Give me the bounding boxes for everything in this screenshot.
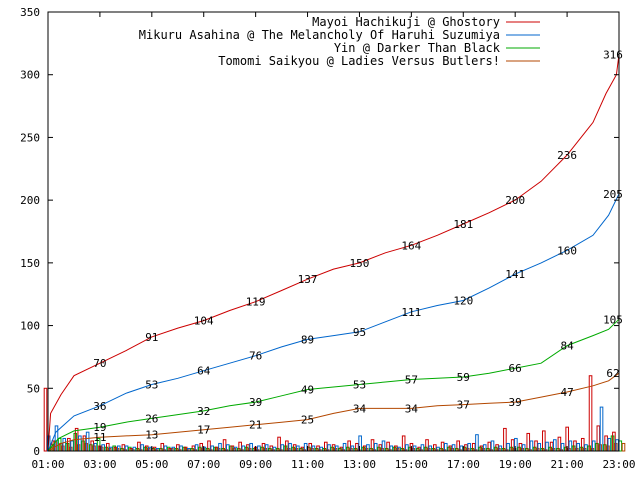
point-label: 57 <box>405 374 418 387</box>
legend-label: Tomomi Saikyou @ Ladies Versus Butlers! <box>218 54 500 68</box>
point-label: 39 <box>509 396 522 409</box>
point-label: 84 <box>560 340 574 353</box>
point-label: 150 <box>350 257 370 270</box>
y-tick-label: 350 <box>20 6 40 19</box>
plot-frame <box>47 11 620 452</box>
x-tick-label: 03:00 <box>83 458 116 471</box>
legend-label: Mikuru Asahina @ The Melancholy Of Haruh… <box>139 28 500 42</box>
point-label: 64 <box>197 365 211 378</box>
series-line <box>47 193 620 452</box>
point-label: 59 <box>457 371 470 384</box>
point-label: 164 <box>401 239 421 252</box>
point-label: 119 <box>246 296 266 309</box>
y-tick-label: 250 <box>20 131 40 144</box>
y-tick-label: 200 <box>20 194 40 207</box>
point-label: 53 <box>145 379 158 392</box>
point-label: 141 <box>505 268 525 281</box>
point-label: 32 <box>197 405 210 418</box>
x-tick-label: 23:00 <box>602 458 635 471</box>
x-tick-label: 17:00 <box>447 458 480 471</box>
point-label: 34 <box>353 402 367 415</box>
series-line <box>47 372 620 452</box>
point-label: 137 <box>298 273 318 286</box>
y-tick-label: 0 <box>33 445 40 458</box>
x-tick-label: 09:00 <box>239 458 272 471</box>
point-label: 49 <box>301 384 314 397</box>
point-label: 34 <box>405 402 419 415</box>
x-tick-label: 01:00 <box>31 458 64 471</box>
x-tick-label: 11:00 <box>291 458 324 471</box>
point-label: 89 <box>301 333 314 346</box>
point-label: 36 <box>93 400 106 413</box>
point-label: 70 <box>93 357 106 370</box>
x-axis: 01:00 03:00 05:00 07:00 09:00 11:00 13:00 15:00… <box>31 12 636 471</box>
point-label: 21 <box>249 419 262 432</box>
point-label: 53 <box>353 379 366 392</box>
y-tick-label: 50 <box>27 382 40 395</box>
y-tick-label: 100 <box>20 320 40 333</box>
point-label: 236 <box>557 149 577 162</box>
point-label: 104 <box>194 315 214 328</box>
point-label: 11 <box>93 431 106 444</box>
point-label: 39 <box>249 396 262 409</box>
point-label: 120 <box>453 294 473 307</box>
legend-label: Yin @ Darker Than Black <box>334 41 501 55</box>
point-label: 205 <box>603 188 623 201</box>
point-label: 91 <box>145 331 158 344</box>
point-label: 316 <box>603 49 623 62</box>
point-label: 62 <box>606 367 619 380</box>
x-tick-label: 07:00 <box>187 458 220 471</box>
point-label: 200 <box>505 194 525 207</box>
x-tick-label: 15:00 <box>395 458 428 471</box>
histogram-bar <box>43 387 48 452</box>
series-line <box>47 318 620 452</box>
histogram-bar <box>621 442 626 452</box>
point-label: 66 <box>509 362 522 375</box>
x-tick-label: 13:00 <box>343 458 376 471</box>
point-label: 25 <box>301 414 314 427</box>
point-label: 17 <box>197 424 210 437</box>
x-tick-label: 19:00 <box>499 458 532 471</box>
x-tick-label: 05:00 <box>135 458 168 471</box>
point-label: 37 <box>457 399 470 412</box>
point-label: 105 <box>603 313 623 326</box>
y-tick-label: 300 <box>20 69 40 82</box>
x-tick-label: 21:00 <box>551 458 584 471</box>
point-label: 19 <box>93 421 106 434</box>
point-label: 95 <box>353 326 366 339</box>
histogram-bar <box>475 434 479 452</box>
point-label: 13 <box>145 429 158 442</box>
point-label: 76 <box>249 350 262 363</box>
point-label: 181 <box>453 218 473 231</box>
histogram-bar <box>503 427 507 452</box>
point-label: 160 <box>557 244 577 257</box>
legend-label: Mayoi Hachikuji @ Ghostory <box>312 15 500 29</box>
y-tick-label: 150 <box>20 257 40 270</box>
series-line <box>47 54 620 452</box>
point-label: 47 <box>560 386 573 399</box>
y-axis: 0 50 100 150 200 250 300 350 <box>20 6 619 458</box>
point-label: 26 <box>145 412 158 425</box>
point-labels: 70 91 104 119 137 150 164 181 200 236 316 36 53 64 76 8… <box>93 49 623 445</box>
point-label: 111 <box>401 306 421 319</box>
series-lines <box>47 54 620 452</box>
histogram-bar <box>542 430 546 452</box>
